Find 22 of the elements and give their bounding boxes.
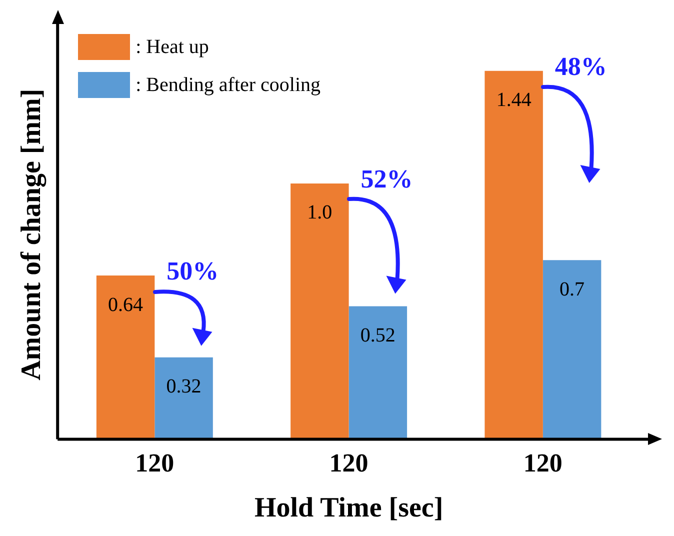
y-axis-title: Amount of change [mm]: [16, 88, 48, 380]
data-label: 1.44: [496, 89, 532, 112]
data-label: 0.7: [560, 278, 585, 300]
bar: [484, 70, 543, 440]
x-tick-label: 120: [135, 448, 174, 478]
bar: [154, 357, 213, 440]
data-label: 0.64: [108, 294, 144, 316]
legend-label: : Heat up: [136, 36, 209, 58]
annotation: 50%: [166, 256, 219, 286]
annotation: 52%: [360, 164, 413, 194]
data-label: 0.32: [166, 376, 202, 398]
bar: [96, 276, 155, 440]
bar: [290, 183, 349, 440]
data-label: 0.52: [360, 324, 396, 346]
x-axis-title: Hold Time [sec]: [254, 492, 444, 524]
bar: [542, 260, 602, 440]
x-tick-label: 120: [523, 448, 562, 478]
x-tick-label: 120: [329, 448, 368, 478]
data-label: 1.0: [307, 202, 332, 224]
legend-label: : Bending after cooling: [136, 74, 321, 96]
annotation: 48%: [554, 52, 607, 81]
bar: [348, 306, 408, 440]
